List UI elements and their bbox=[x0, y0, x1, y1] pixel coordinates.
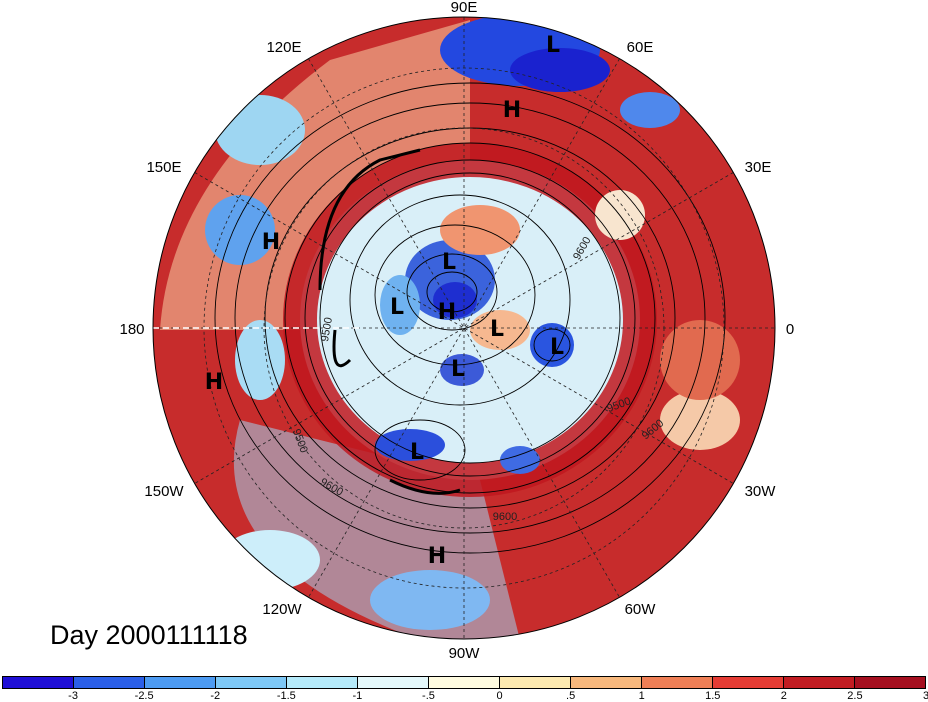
colorbar-tick: -2.5 bbox=[134, 690, 154, 702]
colorbar-swatch bbox=[287, 677, 358, 688]
colorbar-swatch bbox=[784, 677, 855, 688]
colorbar-swatch bbox=[216, 677, 287, 688]
longitude-label-60w: 60W bbox=[625, 601, 657, 618]
contour-label: 9600 bbox=[493, 511, 517, 523]
high-pressure-marker: H bbox=[262, 230, 280, 255]
low-pressure-marker: L bbox=[451, 357, 465, 382]
longitude-label-60e: 60E bbox=[627, 39, 654, 56]
low-pressure-marker: L bbox=[546, 33, 560, 58]
day-title: Day 2000111118 bbox=[50, 620, 248, 650]
high-pressure-marker: H bbox=[428, 544, 446, 569]
low-pressure-marker: L bbox=[442, 250, 456, 275]
anomaly-field bbox=[153, 17, 775, 639]
colorbar-tick: 0 bbox=[496, 690, 503, 702]
colorbar-tick: 2.5 bbox=[847, 690, 863, 702]
colorbar-tick: 1.5 bbox=[705, 690, 721, 702]
colorbar-tick: -1.5 bbox=[276, 690, 296, 702]
colorbar-swatch bbox=[429, 677, 500, 688]
low-pressure-marker: L bbox=[410, 440, 424, 465]
colorbar-swatch bbox=[358, 677, 429, 688]
colorbar-swatch bbox=[74, 677, 145, 688]
low-pressure-marker: L bbox=[390, 295, 404, 320]
longitude-label-150w: 150W bbox=[144, 483, 184, 500]
longitude-label-30e: 30E bbox=[745, 159, 772, 176]
colorbar-swatch bbox=[571, 677, 642, 688]
colorbar-tick-labels: -3 -2.5 -2 -1.5 -1 -.5 0 .5 1 1.5 2 2.5 3 bbox=[2, 690, 928, 702]
colorbar-tick: -1 bbox=[352, 690, 363, 702]
colorbar-tick: 2 bbox=[780, 690, 787, 702]
high-pressure-marker: H bbox=[205, 370, 223, 395]
colorbar-swatch bbox=[145, 677, 216, 688]
longitude-label-0: 0 bbox=[786, 321, 794, 338]
map-boundary bbox=[152, 16, 776, 640]
colorbar-tick: -2 bbox=[210, 690, 221, 702]
longitude-label-90w: 90W bbox=[449, 645, 481, 662]
colorbar-swatch bbox=[713, 677, 784, 688]
colorbar-tick: .5 bbox=[566, 690, 576, 702]
colorbar-swatch bbox=[3, 677, 74, 688]
longitude-label-150e: 150E bbox=[146, 159, 181, 176]
low-pressure-marker: L bbox=[550, 335, 564, 360]
colorbar bbox=[2, 676, 926, 689]
longitude-label-120e: 120E bbox=[266, 39, 301, 56]
colorbar-tick: 3 bbox=[922, 690, 928, 702]
longitude-label-30w: 30W bbox=[745, 483, 777, 500]
colorbar-tick: -3 bbox=[68, 690, 78, 702]
colorbar-tick: 1 bbox=[638, 690, 645, 702]
colorbar-swatch bbox=[642, 677, 713, 688]
low-pressure-marker: L bbox=[490, 317, 504, 342]
longitude-label-120w: 120W bbox=[262, 601, 302, 618]
contour-label: 9500 bbox=[319, 316, 335, 342]
colorbar-tick: -.5 bbox=[422, 690, 435, 702]
high-pressure-marker: H bbox=[503, 98, 521, 123]
high-pressure-marker: H bbox=[438, 300, 456, 325]
longitude-label-90e: 90E bbox=[451, 0, 478, 16]
colorbar-swatch bbox=[855, 677, 925, 688]
colorbar-swatch bbox=[500, 677, 571, 688]
longitude-label-180: 180 bbox=[119, 321, 144, 338]
